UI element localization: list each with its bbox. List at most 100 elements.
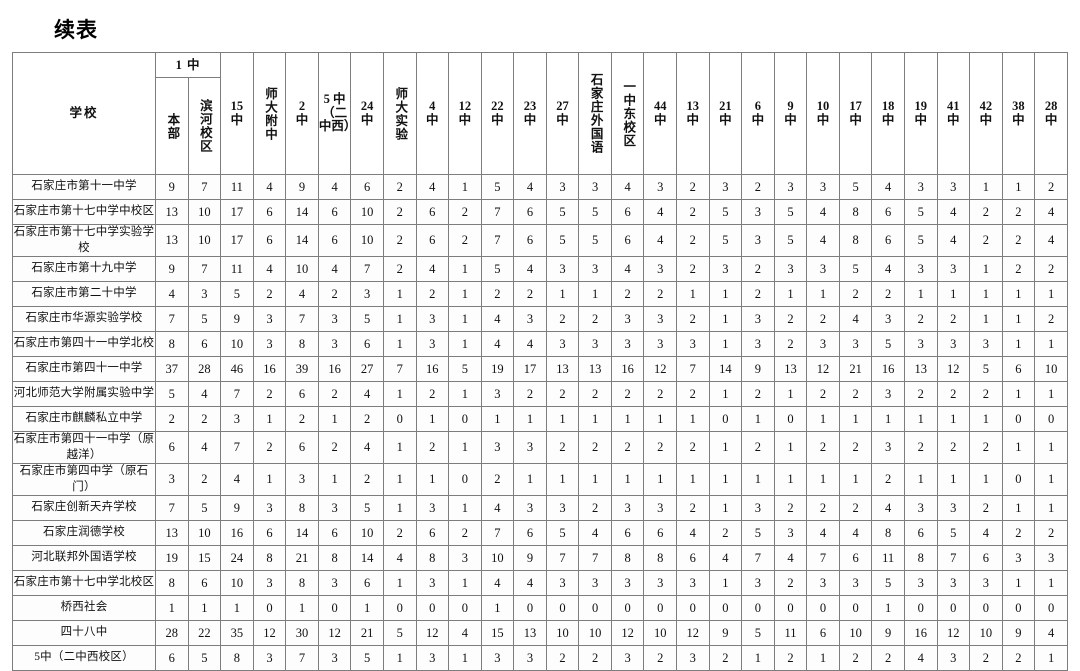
data-cell: 2 bbox=[903, 381, 938, 408]
data-cell: 5 bbox=[838, 256, 873, 283]
data-cell: 6 bbox=[643, 520, 677, 547]
data-cell: 4 bbox=[903, 645, 938, 671]
data-cell: 2 bbox=[969, 199, 1003, 225]
data-cell: 2 bbox=[838, 281, 873, 308]
data-cell: 1 bbox=[382, 495, 417, 522]
data-cell: 6 bbox=[350, 570, 384, 597]
data-cell: 1 bbox=[1001, 570, 1036, 597]
data-cell: 5 bbox=[903, 223, 938, 258]
data-cell: 2 bbox=[382, 174, 417, 200]
data-cell: 2 bbox=[806, 306, 840, 333]
data-cell: 3 bbox=[1034, 545, 1068, 572]
data-cell: 12 bbox=[936, 620, 971, 647]
data-cell: 0 bbox=[252, 595, 287, 622]
data-cell: 7 bbox=[220, 431, 254, 465]
data-cell: 2 bbox=[773, 645, 808, 671]
data-cell: 10 bbox=[350, 199, 384, 225]
data-cell: 3 bbox=[252, 645, 287, 671]
header-row-sub: 本部 滨河校区 bbox=[13, 77, 1068, 175]
data-cell: 0 bbox=[1001, 595, 1036, 622]
data-cell: 1 bbox=[1001, 381, 1036, 408]
column-header-c3: 15 中 bbox=[220, 52, 254, 175]
data-cell: 3 bbox=[676, 331, 710, 358]
data-cell: 6 bbox=[187, 570, 222, 597]
data-cell: 13 bbox=[155, 223, 189, 258]
data-cell: 0 bbox=[545, 595, 580, 622]
data-cell: 2 bbox=[382, 256, 417, 283]
data-cell: 3 bbox=[903, 495, 938, 522]
data-cell: 2 bbox=[871, 645, 905, 671]
column-header-c4: 师大附中 bbox=[252, 52, 287, 175]
data-cell: 8 bbox=[155, 570, 189, 597]
data-cell: 2 bbox=[838, 431, 873, 465]
data-cell: 2 bbox=[187, 463, 222, 497]
data-cell: 17 bbox=[220, 223, 254, 258]
data-cell: 2 bbox=[252, 431, 287, 465]
table-row: 石家庄市麒麟私立中学 2 2 3 1 2 1 2 0 1 0 1 1 1 1 1 1 1 0 1 0 1 1 1 1 1 1 0 0 bbox=[12, 406, 1068, 433]
data-cell: 8 bbox=[155, 331, 189, 358]
table-row: 石家庄市第四十一中学北校 8 6 10 3 8 3 6 1 3 1 4 4 3 3 3 3 3 1 3 2 3 3 5 3 3 3 1… bbox=[12, 331, 1068, 358]
data-cell: 2 bbox=[545, 381, 580, 408]
data-cell: 12 bbox=[936, 356, 971, 383]
school-name-cell: 河北联邦外国语学校 bbox=[12, 545, 156, 572]
data-cell: 4 bbox=[871, 256, 905, 283]
data-cell: 4 bbox=[936, 223, 971, 258]
data-cell: 13 bbox=[773, 356, 808, 383]
data-cell: 2 bbox=[806, 495, 840, 522]
table-row: 桥西社会 1 1 1 0 1 0 1 0 0 0 1 0 0 0 0 0 0 0 0 0 0 0 1 0 0 0 0 0 bbox=[12, 595, 1068, 622]
data-cell: 2 bbox=[676, 223, 710, 258]
data-cell: 2 bbox=[578, 495, 612, 522]
data-cell: 10 bbox=[545, 620, 580, 647]
data-cell: 3 bbox=[578, 174, 612, 200]
column-header-text: 21 bbox=[719, 99, 732, 113]
column-header-text: 17 bbox=[849, 99, 862, 113]
data-cell: 1 bbox=[903, 463, 938, 497]
data-cell: 8 bbox=[903, 545, 938, 572]
column-header-text: 44 bbox=[653, 99, 667, 113]
data-cell: 2 bbox=[643, 281, 677, 308]
column-header-text: 42 bbox=[979, 99, 993, 113]
data-cell: 0 bbox=[708, 595, 743, 622]
data-cell: 4 bbox=[480, 331, 515, 358]
data-cell: 3 bbox=[806, 570, 840, 597]
data-cell: 10 bbox=[350, 223, 384, 258]
data-cell: 0 bbox=[676, 595, 710, 622]
table-row: 石家庄市第二十中学 4 3 5 2 4 2 3 1 2 1 2 2 1 1 2 2 1 1 2 1 1 2 2 1 1 1 1 1 bbox=[12, 281, 1068, 308]
data-cell: 4 bbox=[806, 199, 840, 225]
data-cell: 8 bbox=[285, 495, 319, 522]
data-cell: 4 bbox=[806, 223, 840, 258]
data-cell: 4 bbox=[513, 570, 547, 597]
table-row: 石家庄市第四十一中学 37 28 46 16 39 16 27 7 16 5 19 17 13 13 16 12… bbox=[12, 356, 1068, 383]
data-cell: 3 bbox=[643, 331, 677, 358]
data-cell: 1 bbox=[969, 306, 1003, 333]
data-cell: 5 bbox=[350, 645, 384, 671]
data-cell: 3 bbox=[741, 223, 775, 258]
data-cell: 3 bbox=[871, 431, 905, 465]
data-cell: 10 bbox=[643, 620, 677, 647]
school-name-cell: 石家庄市第十九中学 bbox=[12, 256, 156, 283]
data-cell: 1 bbox=[382, 381, 417, 408]
data-cell: 1 bbox=[448, 645, 482, 671]
data-cell: 5 bbox=[480, 174, 515, 200]
column-header-text: 中 bbox=[947, 112, 960, 127]
data-cell: 3 bbox=[838, 570, 873, 597]
data-cell: 1 bbox=[1034, 645, 1068, 671]
data-cell: 2 bbox=[871, 463, 905, 497]
data-cell: 1 bbox=[676, 281, 710, 308]
column-header-c13: 27 中 bbox=[545, 52, 580, 175]
data-cell: 6 bbox=[806, 620, 840, 647]
data-cell: 9 bbox=[155, 174, 189, 200]
data-cell: 28 bbox=[155, 620, 189, 647]
data-cell: 1 bbox=[545, 281, 580, 308]
school-name-cell: 5中（二中西校区） bbox=[12, 645, 156, 671]
data-cell: 2 bbox=[513, 381, 547, 408]
data-cell: 2 bbox=[1001, 256, 1036, 283]
data-cell: 1 bbox=[936, 281, 971, 308]
data-cell: 4 bbox=[838, 306, 873, 333]
column-header-c1: 本部 bbox=[155, 77, 189, 175]
data-cell: 8 bbox=[285, 331, 319, 358]
data-cell: 2 bbox=[676, 306, 710, 333]
data-cell: 0 bbox=[382, 595, 417, 622]
data-cell: 3 bbox=[903, 174, 938, 200]
